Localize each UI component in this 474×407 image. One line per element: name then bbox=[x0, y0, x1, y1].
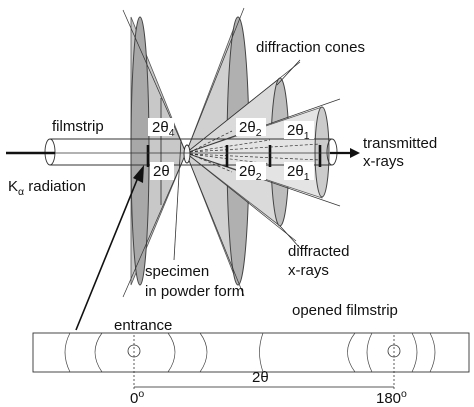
label-transmitted-1: transmitted bbox=[363, 135, 437, 152]
svg-text:2θ4: 2θ4 bbox=[152, 119, 175, 139]
specimen-rod-line bbox=[173, 139, 182, 261]
label-specimen-2: in powder form bbox=[145, 283, 244, 300]
label-diffracted-2: x-rays bbox=[288, 262, 329, 279]
entrance-arrow bbox=[75, 165, 144, 331]
angle-label-2theta1-bottom: 2θ1 bbox=[284, 162, 314, 183]
specimen-rod bbox=[183, 144, 191, 164]
strip-label-180deg: 180o bbox=[376, 388, 407, 407]
angle-label-2theta2-bottom: 2θ2 bbox=[236, 162, 266, 183]
label-diffraction-cones: diffraction cones bbox=[256, 39, 365, 56]
svg-text:2θ: 2θ bbox=[153, 163, 170, 180]
svg-text:2θ1: 2θ1 bbox=[287, 122, 310, 142]
diffracted-leader bbox=[279, 225, 301, 249]
strip-label-2theta: 2θ bbox=[252, 369, 269, 386]
dashed-guide-lines bbox=[189, 130, 321, 173]
label-transmitted-2: x-rays bbox=[363, 153, 404, 170]
angle-label-2theta4: 2θ4 bbox=[148, 118, 175, 139]
svg-text:2θ1: 2θ1 bbox=[287, 163, 310, 183]
transmitted-arrowhead bbox=[350, 148, 360, 158]
film-marks bbox=[146, 145, 322, 167]
svg-text:2θ2: 2θ2 bbox=[239, 119, 262, 139]
label-diffracted-1: diffracted bbox=[288, 243, 349, 260]
opened-filmstrip bbox=[32, 332, 470, 390]
angle-label-2theta2-top: 2θ2 bbox=[236, 118, 266, 139]
svg-text:2θ2: 2θ2 bbox=[239, 163, 262, 183]
angle-label-2theta1-top: 2θ1 bbox=[284, 121, 314, 142]
label-opened-filmstrip: opened filmstrip bbox=[292, 302, 398, 319]
label-specimen-1: specimen bbox=[145, 263, 209, 280]
back-diffraction-cone bbox=[130, 16, 187, 286]
label-k-alpha-radiation: Kα radiation bbox=[8, 178, 86, 198]
label-entrance: entrance bbox=[114, 317, 172, 334]
strip-label-0deg: 0o bbox=[130, 388, 144, 407]
diffraction-cones-leader bbox=[276, 59, 301, 86]
angle-label-2theta-bottom: 2θ bbox=[150, 162, 174, 180]
label-filmstrip: filmstrip bbox=[52, 118, 104, 135]
